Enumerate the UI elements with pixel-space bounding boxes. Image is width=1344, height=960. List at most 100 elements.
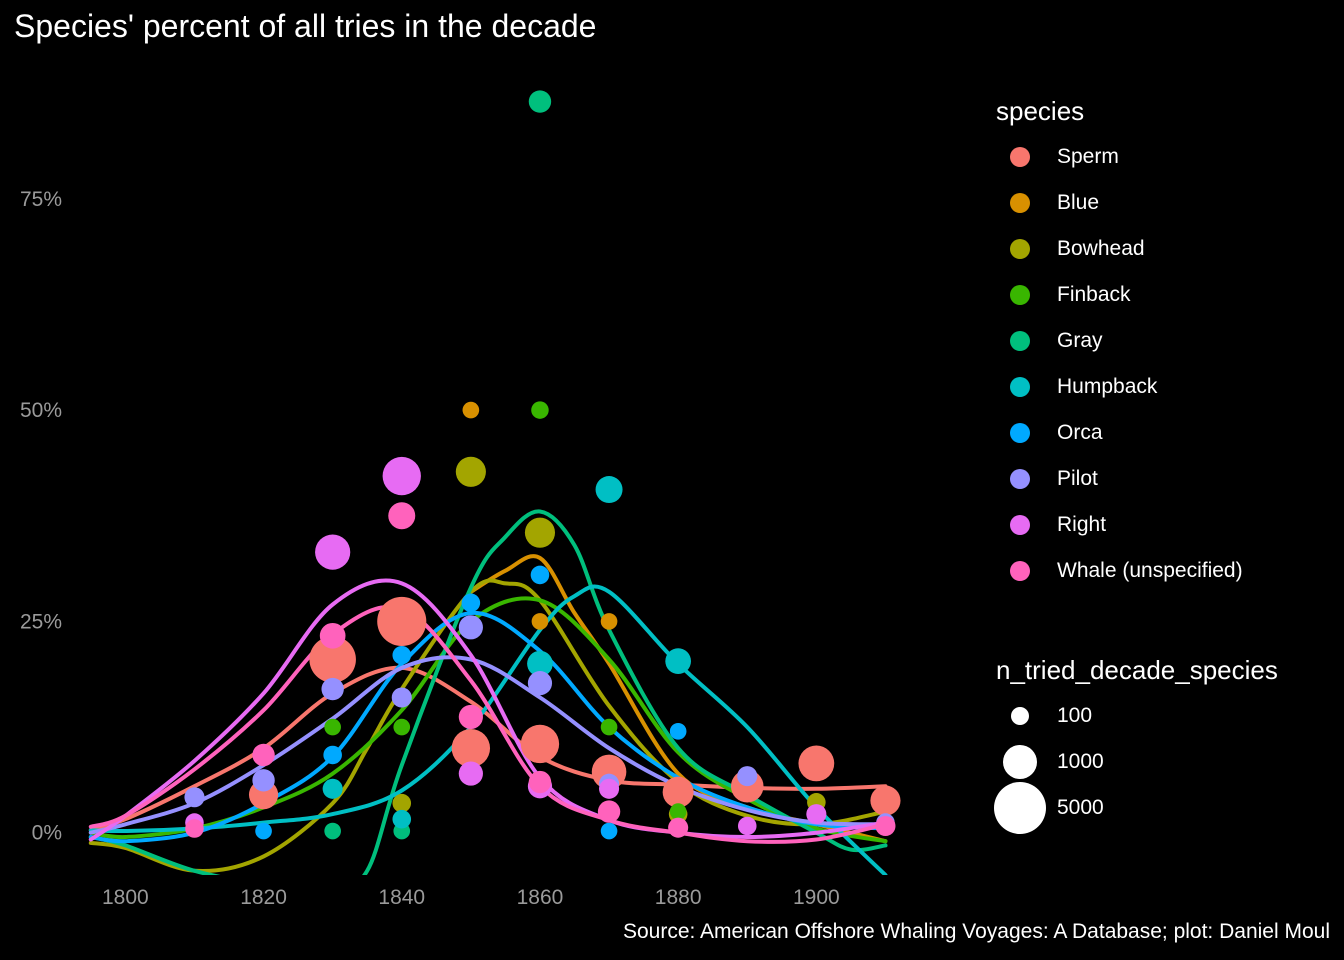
size-legend-item: 1000 [996, 744, 1278, 792]
legend-item-orca: Orca [996, 417, 1103, 463]
y-tick-label: 50% [20, 399, 62, 422]
legend-label: Gray [1057, 329, 1103, 352]
point-humpback-1860 [527, 650, 553, 677]
point-pilot-1810 [184, 787, 205, 808]
x-tick-label: 1800 [102, 886, 149, 909]
legend-label: Right [1057, 513, 1107, 536]
point-right-1900 [806, 804, 827, 825]
legend-label: Orca [1057, 421, 1103, 444]
legend-item-blue: Blue [996, 187, 1099, 233]
legend-key [1010, 515, 1030, 535]
smooth-line-whale-unspecified [88, 604, 888, 844]
x-axis-tick-labels: 1800 1820 1840 1860 1880 1900 [102, 886, 840, 909]
size-legend-item: 5000 [993, 781, 1278, 838]
point-humpback-1870 [595, 476, 623, 504]
legend-label: Blue [1057, 191, 1100, 214]
point-blue-1860 [531, 613, 549, 630]
legend-key [1010, 331, 1030, 351]
legend-key [1010, 193, 1030, 213]
x-tick-label: 1860 [517, 886, 564, 909]
point-pilot-1820 [252, 769, 275, 792]
point-sperm-1880 [662, 776, 694, 808]
species-legend: species Sperm Blue Bowhead Finback Gray Humpb… [996, 96, 1243, 601]
point-finback-1840 [393, 718, 411, 736]
point-blue-1850 [462, 401, 480, 419]
point-whale-unspecified-1830 [319, 622, 346, 649]
x-tick-label: 1900 [793, 886, 840, 909]
legend-item-right: Right [996, 509, 1106, 555]
smooth-line-humpback [88, 584, 888, 875]
legend-item-pilot: Pilot [996, 463, 1098, 509]
point-blue-1870 [600, 613, 618, 630]
legend-label: Humpback [1057, 375, 1158, 398]
point-finback-1880 [669, 803, 687, 820]
point-pilot-1830 [321, 677, 344, 701]
x-tick-label: 1880 [655, 886, 702, 909]
y-tick-label: 0% [32, 822, 62, 845]
y-tick-label: 25% [20, 610, 62, 633]
point-bowhead-1850 [455, 456, 486, 487]
legend-key [1010, 147, 1030, 167]
legend-item-gray: Gray [996, 325, 1103, 371]
data-points [184, 90, 901, 840]
legend-key [1010, 423, 1030, 443]
smooth-lines [88, 509, 888, 875]
point-sperm-1910 [870, 785, 901, 816]
size-legend-label: 1000 [1057, 750, 1104, 773]
point-orca-1860 [530, 565, 550, 585]
point-whale-unspecified-1860 [528, 770, 552, 794]
point-humpback-1880 [665, 648, 692, 674]
legend-key [1010, 561, 1030, 581]
size-legend-key [1002, 744, 1038, 780]
point-sperm-1850 [451, 729, 491, 768]
point-orca-1850 [461, 593, 481, 613]
point-pilot-1850 [458, 615, 483, 640]
x-tick-label: 1820 [240, 886, 287, 909]
legend-key [1010, 377, 1030, 397]
chart-title: Species' percent of all tries in the dec… [14, 8, 597, 44]
point-gray-1830 [324, 822, 341, 840]
point-humpback-1830 [322, 778, 343, 799]
point-whale-unspecified-1820 [252, 743, 275, 767]
legend-key [1010, 469, 1030, 489]
smooth-line-right [88, 578, 888, 842]
legend-label: Pilot [1057, 467, 1098, 490]
point-humpback-1840 [392, 809, 412, 829]
size-legend-item: 100 [996, 700, 1278, 746]
point-finback-1860 [531, 401, 549, 419]
size-legend-key [993, 781, 1047, 835]
point-whale-unspecified-1880 [668, 817, 689, 838]
point-right-1870 [599, 778, 620, 799]
legend-item-sperm: Sperm [996, 141, 1119, 187]
legend-item-finback: Finback [996, 279, 1131, 325]
legend-item-humpback: Humpback [996, 371, 1157, 417]
point-right-1840 [382, 456, 421, 496]
point-right-1830 [315, 534, 351, 570]
point-bowhead-1860 [524, 517, 556, 548]
size-legend-title: n_tried_decade_species [996, 655, 1278, 685]
point-whale-unspecified-1850 [458, 704, 483, 730]
point-whale-unspecified-1870 [597, 800, 621, 823]
legend-key [1010, 285, 1030, 305]
point-finback-1870 [600, 718, 618, 736]
size-legend-label: 5000 [1057, 796, 1104, 819]
point-orca-1830 [323, 745, 342, 765]
point-orca-1880 [669, 722, 687, 740]
point-orca-1820 [255, 822, 272, 840]
point-sperm-1830 [309, 636, 356, 683]
legend-label: Bowhead [1057, 237, 1145, 260]
legend-label: Whale (unspecified) [1057, 559, 1243, 582]
x-tick-label: 1840 [378, 886, 425, 909]
size-legend-key [1010, 706, 1030, 726]
point-right-1850 [458, 761, 483, 786]
legend-label: Finback [1057, 283, 1131, 306]
point-sperm-1840 [377, 596, 427, 646]
point-gray-1860 [528, 90, 552, 113]
species-legend-title: species [996, 96, 1085, 126]
point-orca-1870 [600, 822, 618, 840]
size-legend-label: 100 [1057, 704, 1093, 727]
point-whale-unspecified-1910 [875, 815, 896, 837]
point-sperm-1900 [798, 745, 835, 782]
point-bowhead-1840 [392, 793, 412, 813]
